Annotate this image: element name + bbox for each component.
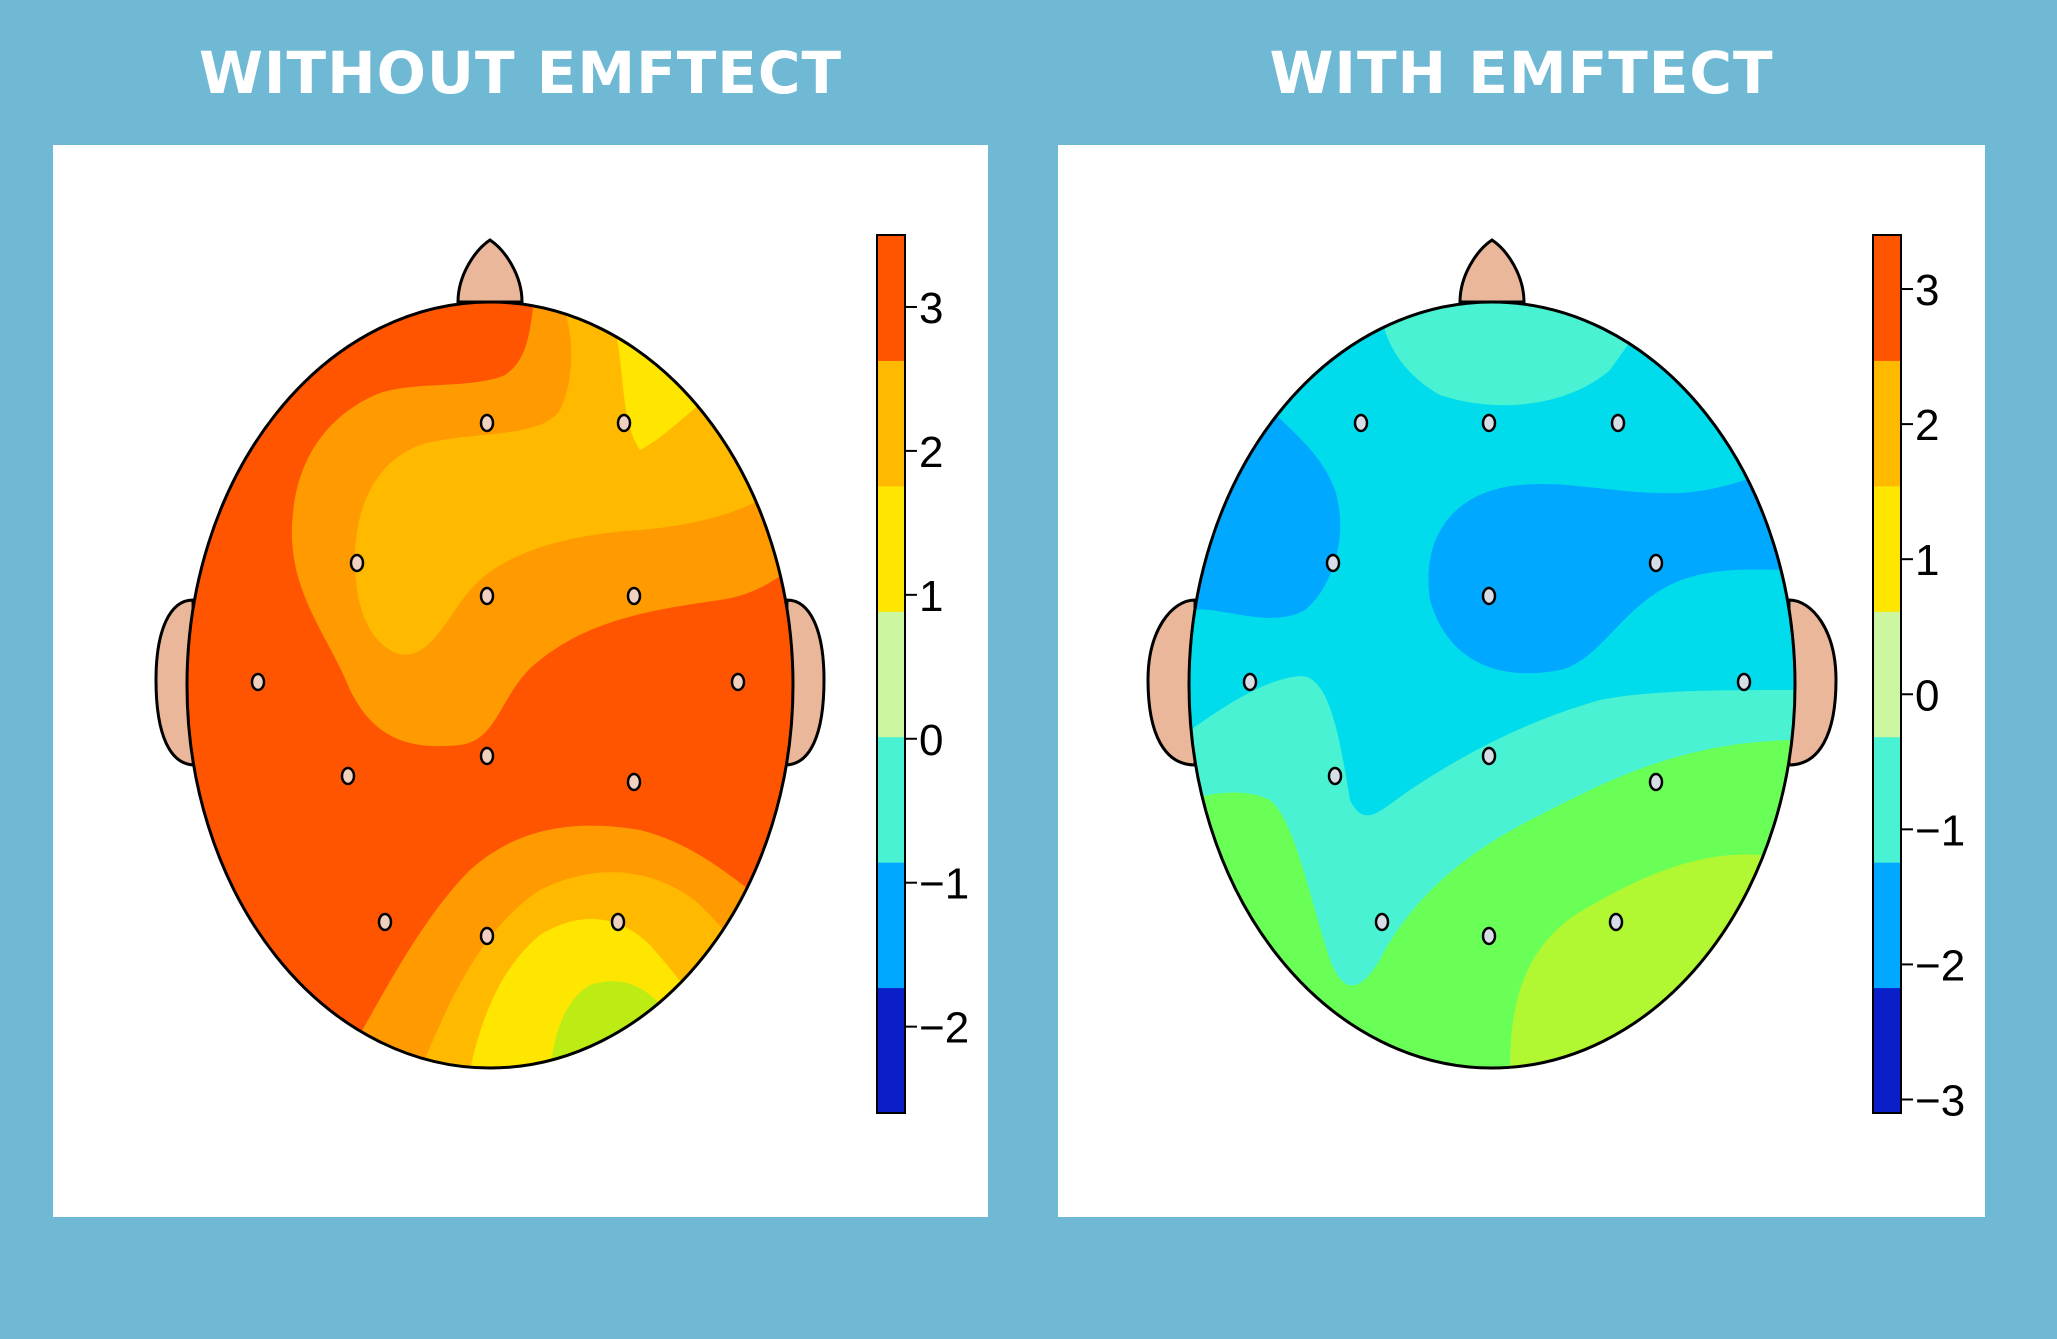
electrode-marker [1327,766,1343,786]
electrode-marker [250,672,266,692]
head-outline [1187,300,1797,1070]
colorbar-band [877,611,905,738]
colorbar-tick-label: 0 [1915,671,1939,720]
left-ear-icon [1146,598,1197,767]
colorbar-tick-label: 1 [1915,536,1939,585]
colorbar-tick-label: −2 [919,1004,969,1053]
colorbar-band [877,360,905,487]
colorbar-band [1873,611,1901,738]
head-outline [185,300,795,1070]
colorbar-with-emftect: 3 2 1 0 −1 −2 −3 [1872,234,1965,1125]
electrode-group [250,413,746,946]
colorbar-tick-label: −3 [1915,1076,1965,1125]
colorbar-band [1873,360,1901,487]
colorbar-tick-label: 2 [1915,401,1939,450]
colorbar-band [1873,235,1901,361]
colorbar-tick-label: −2 [1915,941,1965,990]
electrode-marker [616,413,632,433]
electrode-marker [1374,912,1390,932]
colorbar-tick-label: 3 [1915,266,1939,315]
right-ear-icon [1787,598,1838,767]
left-ear-icon [154,598,197,767]
colorbar-band [1873,862,1901,989]
electrode-marker [1481,586,1497,606]
colorbar-band [1873,987,1901,1114]
region-central-low [1428,460,1794,674]
colorbar-band [877,736,905,863]
colorbar-without-emftect: 3 2 1 0 −1 −2 [876,234,969,1114]
electrode-marker [479,413,495,433]
colorbar-tick-label: −1 [919,860,969,909]
region-right-frontal-peak [615,320,705,450]
colorbar-tick-label: 0 [919,716,943,765]
chart-title-with-emftect: WITH EMFTECT [1269,39,1774,107]
colorbar-frame [876,234,906,1114]
electrode-marker [1325,553,1341,573]
electrode-marker [626,772,642,792]
electrode-marker [1608,912,1624,932]
colorbar-band [1873,485,1901,612]
electrode-marker [377,912,393,932]
colorbar-tick-label: −1 [1915,806,1965,855]
electrode-marker [1481,413,1497,433]
region-frontal-cap [1380,303,1660,406]
electrode-marker [730,672,746,692]
electrode-marker [479,926,495,946]
electrode-marker [1736,672,1752,692]
head-without-emftect [154,238,826,1070]
electrode-marker [626,586,642,606]
electrode-marker [610,912,626,932]
colorbar-band [877,485,905,612]
electrode-marker [479,746,495,766]
electrode-marker [479,586,495,606]
electrode-marker [340,766,356,786]
colorbar-tick-label: 2 [919,428,943,477]
electrode-marker [1648,772,1664,792]
colorbar-band [877,862,905,989]
right-ear-icon [783,598,826,767]
electrode-marker [1353,413,1369,433]
electrode-marker [1648,553,1664,573]
electrode-marker [1481,746,1497,766]
colorbar-tick-label: 1 [919,572,943,621]
nose-icon [456,238,524,304]
colorbar-band [877,987,905,1114]
electrode-marker [1242,672,1258,692]
colorbar-band [1873,736,1901,863]
head-with-emftect [1146,238,1838,1070]
electrode-marker [1610,413,1626,433]
electrode-marker [1481,926,1497,946]
colorbar-frame [1872,234,1902,1114]
electrode-marker [349,553,365,573]
colorbar-band [877,235,905,361]
nose-icon [1458,238,1526,304]
colorbar-tick-label: 3 [919,284,943,333]
chart-title-without-emftect: WITHOUT EMFTECT [198,39,843,107]
electrode-group [1242,413,1752,946]
